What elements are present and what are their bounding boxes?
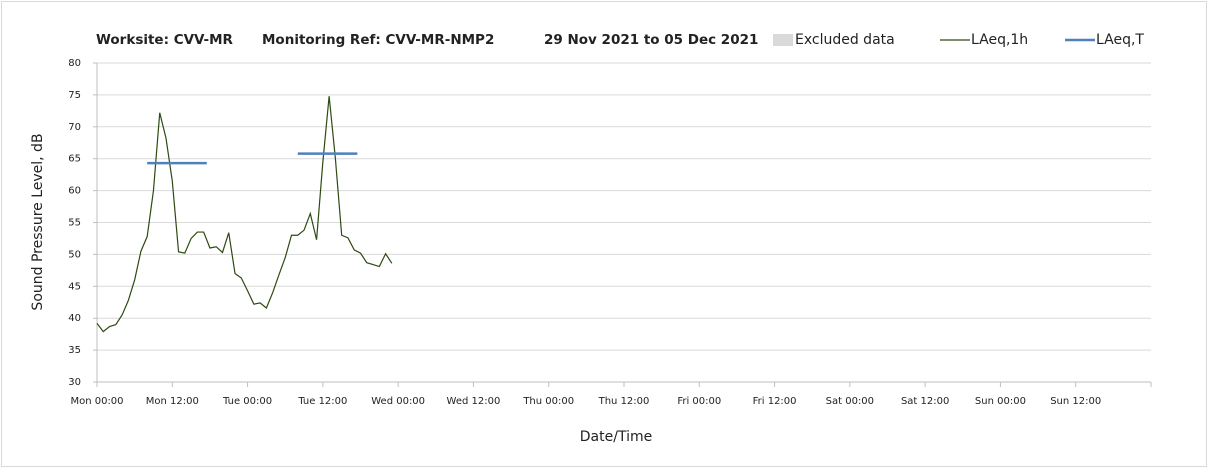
y-tick-label: 60 xyxy=(68,186,81,197)
y-tick-label: 35 xyxy=(68,345,81,356)
x-tick-label: Tue 00:00 xyxy=(222,396,272,407)
x-tick-label: Mon 00:00 xyxy=(70,396,123,407)
legend-swatch xyxy=(773,34,793,46)
y-tick-label: 80 xyxy=(68,58,81,69)
chart-title: Monitoring Ref: CVV-MR-NMP2 xyxy=(262,32,494,48)
y-tick-label: 70 xyxy=(68,122,81,133)
legend-label: LAeq,T xyxy=(1096,32,1144,48)
data-line xyxy=(147,152,358,165)
x-tick-label: Fri 00:00 xyxy=(677,396,721,407)
x-tick-label: Sun 12:00 xyxy=(1050,396,1101,407)
legend-label: Excluded data xyxy=(795,32,895,48)
y-tick-label: 45 xyxy=(68,281,81,292)
x-tick-label: Sun 00:00 xyxy=(975,396,1026,407)
data-line xyxy=(96,96,393,333)
chart-title: Worksite: CVV-MR xyxy=(96,32,234,48)
x-tick-label: Sat 12:00 xyxy=(901,396,949,407)
x-tick-label: Mon 12:00 xyxy=(146,396,199,407)
y-tick-label: 30 xyxy=(68,377,81,388)
x-tick-label: Thu 12:00 xyxy=(598,396,650,407)
y-tick-label: 55 xyxy=(68,218,81,229)
y-tick-label: 75 xyxy=(68,90,81,101)
y-tick-label: 40 xyxy=(68,313,81,324)
legend: Excluded data LAeq,1h LAeq,T xyxy=(773,32,1144,48)
x-tick-label: Sat 00:00 xyxy=(826,396,874,407)
plot xyxy=(96,96,393,333)
chart-title: 29 Nov 2021 to 05 Dec 2021 xyxy=(544,32,758,48)
grid: 30 35 40 45 50 55 60 65 70 75 80 Mon 00:00 Mon 12:00… xyxy=(68,58,1152,407)
x-axis-title: Date/Time xyxy=(580,429,652,445)
legend-label: LAeq,1h xyxy=(971,32,1028,48)
x-tick-label: Thu 00:00 xyxy=(522,396,574,407)
y-tick-label: 50 xyxy=(68,249,81,260)
x-tick-label: Fri 12:00 xyxy=(753,396,797,407)
x-tick-label: Wed 12:00 xyxy=(447,396,501,407)
x-tick-label: Wed 00:00 xyxy=(371,396,425,407)
y-axis-title: Sound Pressure Level, dB xyxy=(30,133,46,310)
x-tick-label: Tue 12:00 xyxy=(297,396,347,407)
y-tick-label: 65 xyxy=(68,154,81,165)
